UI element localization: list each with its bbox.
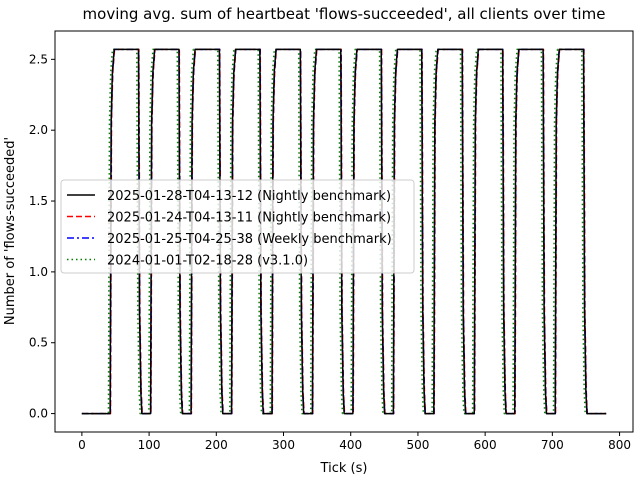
x-tick-label: 700 <box>541 438 564 452</box>
legend-label: 2024-01-01-T02-18-28 (v3.1.0) <box>107 254 308 269</box>
y-tick-label: 0.5 <box>29 336 48 350</box>
x-tick-label: 0 <box>78 438 86 452</box>
x-axis-ticks: 0 100 200 300 400 500 600 700 800 <box>78 432 631 452</box>
x-tick-label: 300 <box>272 438 295 452</box>
x-tick-label: 800 <box>608 438 631 452</box>
series-line <box>81 48 607 415</box>
legend-box <box>60 179 415 274</box>
chart-title: moving avg. sum of heartbeat 'flows-succ… <box>83 5 606 23</box>
legend-label: 2025-01-28-T04-13-12 (Nightly benchmark) <box>107 189 391 204</box>
plot-lines <box>81 48 607 415</box>
legend: 2025-01-28-T04-13-12 (Nightly benchmark)… <box>60 179 415 274</box>
x-tick-label: 500 <box>406 438 429 452</box>
x-tick-label: 200 <box>205 438 228 452</box>
y-tick-label: 2.0 <box>29 123 48 137</box>
x-tick-label: 100 <box>138 438 161 452</box>
y-tick-label: 0.0 <box>29 407 48 421</box>
plot-frame <box>54 30 634 433</box>
y-axis-ticks: 0.0 0.5 1.0 1.5 2.0 2.5 <box>29 52 55 421</box>
legend-label: 2025-01-25-T04-25-38 (Weekly benchmark) <box>107 232 392 247</box>
y-axis-label: Number of 'flows-succeeded' <box>3 137 18 325</box>
x-axis-label: Tick (s) <box>320 461 368 476</box>
x-tick-label: 400 <box>339 438 362 452</box>
x-tick-label: 600 <box>474 438 497 452</box>
legend-label: 2025-01-24-T04-13-11 (Nightly benchmark) <box>107 211 391 226</box>
y-tick-label: 1.5 <box>29 194 48 208</box>
y-tick-label: 1.0 <box>29 265 48 279</box>
y-tick-label: 2.5 <box>29 52 48 66</box>
